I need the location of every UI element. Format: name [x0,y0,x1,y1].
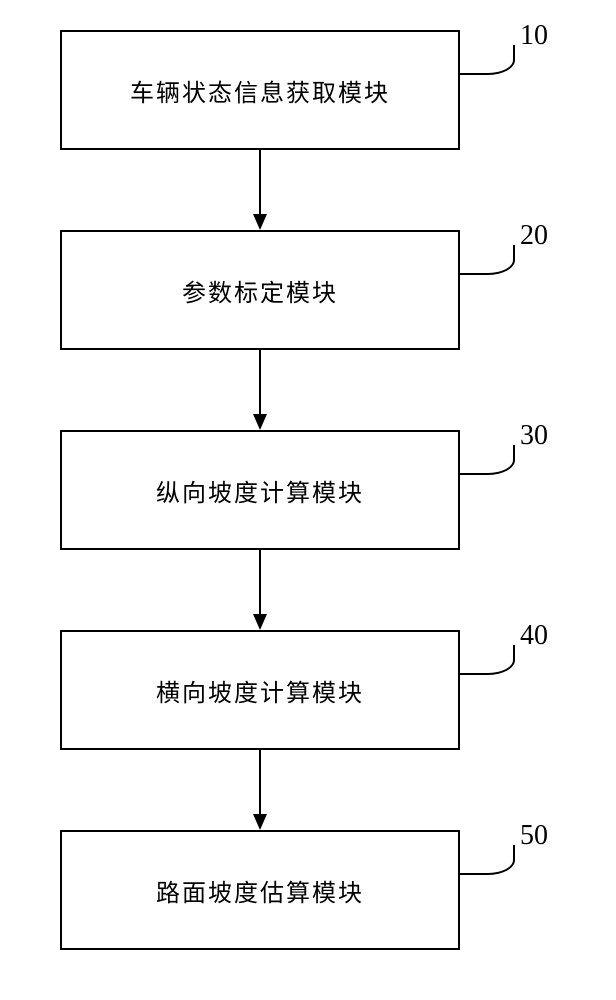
node-text: 参数标定模块 [182,273,338,308]
arrow-line [259,350,261,416]
flowchart-node: 车辆状态信息获取模块 [60,30,460,150]
node-text: 车辆状态信息获取模块 [130,73,390,108]
node-label: 50 [520,820,548,852]
node-text: 路面坡度估算模块 [156,873,364,908]
node-text: 纵向坡度计算模块 [156,473,364,508]
arrow-head-icon [253,814,267,830]
flowchart-node: 纵向坡度计算模块 [60,430,460,550]
arrow-head-icon [253,614,267,630]
label-connector [460,645,515,675]
label-connector [460,245,515,275]
node-label: 30 [520,420,548,452]
label-connector [460,45,515,75]
arrow-head-icon [253,214,267,230]
node-label: 10 [520,20,548,52]
flowchart-node: 参数标定模块 [60,230,460,350]
flowchart-node: 横向坡度计算模块 [60,630,460,750]
node-label: 20 [520,220,548,252]
label-connector [460,445,515,475]
label-connector [460,845,515,875]
arrow-head-icon [253,414,267,430]
arrow-line [259,550,261,616]
node-label: 40 [520,620,548,652]
node-text: 横向坡度计算模块 [156,673,364,708]
arrow-line [259,750,261,816]
arrow-line [259,150,261,216]
flowchart-node: 路面坡度估算模块 [60,830,460,950]
